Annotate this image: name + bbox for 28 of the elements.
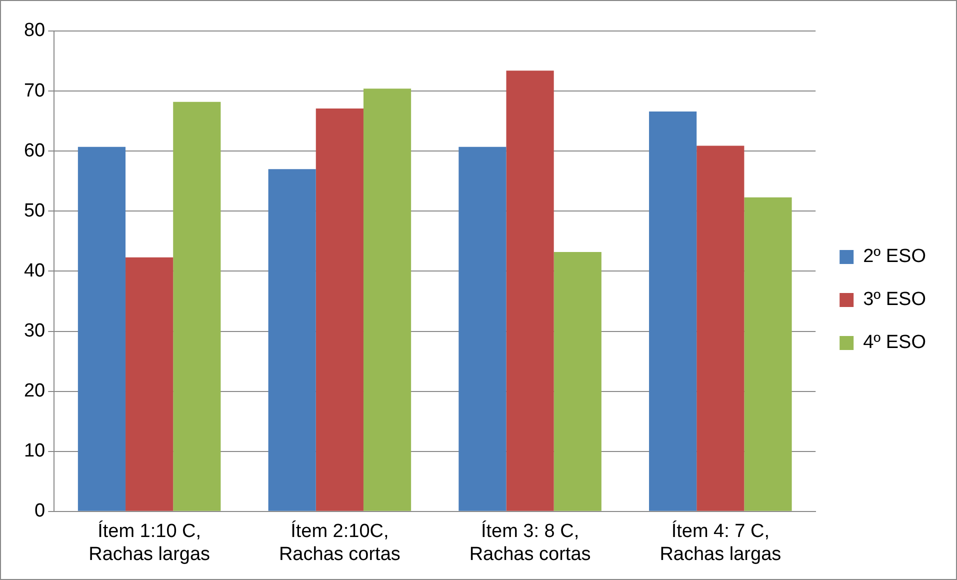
bar	[649, 111, 697, 511]
bar	[554, 252, 602, 511]
y-tick-label: 60	[24, 140, 46, 162]
legend-label: 2º ESO	[863, 246, 926, 268]
y-tick-label: 80	[24, 20, 46, 42]
y-tick-label: 30	[24, 320, 46, 342]
y-tick-label: 70	[24, 80, 46, 102]
y-tick-label: 50	[24, 200, 46, 222]
bar	[696, 146, 744, 511]
x-tick-label: Ítem 4: 7 C, Rachas largas	[660, 520, 782, 565]
y-tick-label: 0	[34, 500, 46, 522]
bar	[363, 88, 412, 511]
bar	[744, 197, 792, 511]
y-tick-label: 40	[24, 260, 46, 282]
bar	[458, 146, 506, 511]
x-tick-label: Ítem 2:10C, Rachas cortas	[278, 520, 400, 565]
y-tick-label: 20	[24, 380, 46, 402]
bar	[78, 146, 126, 511]
x-tick-label: Ítem 3: 8 C, Rachas cortas	[469, 520, 591, 565]
bar	[268, 169, 316, 511]
bar	[316, 108, 364, 511]
legend-label: 4º ESO	[863, 332, 926, 354]
bar	[506, 70, 554, 511]
bar	[173, 102, 221, 511]
legend-label: 3º ESO	[863, 289, 926, 310]
bar	[126, 257, 174, 511]
x-tick-label: Ítem 1:10 C, Rachas largas	[88, 520, 210, 565]
y-tick-label: 10	[24, 440, 46, 462]
